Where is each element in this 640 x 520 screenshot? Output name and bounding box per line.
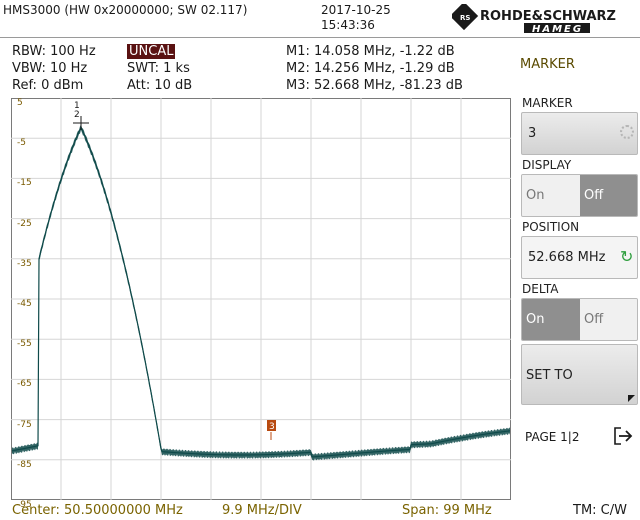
delta-on-option[interactable]: On [522, 299, 580, 340]
set-to-softkey[interactable]: SET TO [521, 344, 638, 405]
marker-2-label: 2 [74, 110, 80, 120]
display-on-option[interactable]: On [522, 175, 580, 216]
marker-select-label: MARKER [522, 96, 573, 110]
y-axis-tick-label: -95 [17, 500, 32, 510]
trigger-mode: TM: C/W [573, 503, 627, 518]
y-axis-tick-label: -5 [17, 138, 26, 149]
vbw-setting: VBW: 10 Hz [12, 61, 88, 76]
marker-3-group: 3 [267, 420, 276, 440]
y-axis-tick-label: -65 [17, 379, 32, 390]
delta-label: DELTA [522, 282, 559, 296]
delta-toggle[interactable]: On Off [521, 298, 638, 341]
y-axis-tick-label: -25 [17, 218, 32, 229]
page-indicator: PAGE 1|2 [525, 430, 580, 444]
ref-level-setting: Ref: 0 dBm [12, 78, 84, 93]
y-axis-tick-label: -75 [17, 419, 32, 430]
next-page-icon[interactable] [612, 425, 636, 451]
uncal-badge: UNCAL [127, 44, 176, 59]
display-label: DISPLAY [522, 158, 572, 172]
sweep-time-setting: SWT: 1 ks [127, 61, 190, 76]
set-to-label: SET TO [526, 368, 573, 383]
marker2-readout: M2: 14.256 MHz, -1.29 dB [286, 61, 455, 76]
marker-1-2-group: 1 2 [73, 101, 89, 130]
marker-select-value: 3 [528, 126, 537, 141]
date-display: 2017-10-25 [321, 3, 391, 17]
header-divider [0, 37, 640, 38]
display-off-option[interactable]: Off [580, 175, 637, 216]
menu-title: MARKER [520, 57, 575, 72]
frequency-span: Span: 99 MHz [402, 503, 492, 518]
y-axis-tick-label: 5 [17, 98, 23, 108]
center-frequency: Center: 50.50000000 MHz [12, 503, 183, 518]
spectrum-trace [11, 125, 511, 458]
y-axis-tick-label: -85 [17, 459, 32, 470]
spectrum-graph[interactable]: 1 2 3 [11, 98, 511, 500]
y-axis-tick-label: -55 [17, 339, 32, 350]
marker-1-label: 1 [74, 101, 80, 111]
position-label: POSITION [522, 220, 580, 234]
rbw-setting: RBW: 100 Hz [12, 44, 96, 59]
instrument-model: HMS3000 (HW 0x20000000; SW 02.117) [3, 3, 248, 17]
plot-grid [11, 98, 511, 500]
display-toggle[interactable]: On Off [521, 174, 638, 217]
brand-line1: ROHDE&SCHWARZ [480, 9, 616, 24]
brand-logo: RS ROHDE&SCHWARZ HAMEG [449, 1, 638, 35]
position-value: 52.668 MHz [528, 250, 606, 265]
delta-off-option[interactable]: Off [580, 299, 637, 340]
marker-select-softkey[interactable]: 3 [521, 112, 638, 155]
position-softkey[interactable]: 52.668 MHz ↻ [521, 236, 638, 279]
svg-text:RS: RS [460, 14, 470, 22]
submenu-arrow-icon [628, 395, 635, 402]
y-axis-tick-label: -45 [17, 299, 32, 309]
y-axis-tick-label: -35 [17, 258, 32, 269]
time-display: 15:43:36 [321, 18, 375, 32]
frequency-per-division: 9.9 MHz/DIV [222, 503, 302, 518]
brand-line2: HAMEG [532, 24, 583, 34]
marker1-readout: M1: 14.058 MHz, -1.22 dB [286, 44, 455, 59]
y-axis-tick-label: -15 [17, 178, 32, 189]
marker3-readout: M3: 52.668 MHz, -81.23 dB [286, 78, 463, 93]
rotary-knob-icon [620, 125, 634, 139]
refresh-icon: ↻ [620, 247, 634, 266]
marker-3-label: 3 [269, 422, 275, 432]
attenuation-setting: Att: 10 dB [127, 78, 193, 93]
